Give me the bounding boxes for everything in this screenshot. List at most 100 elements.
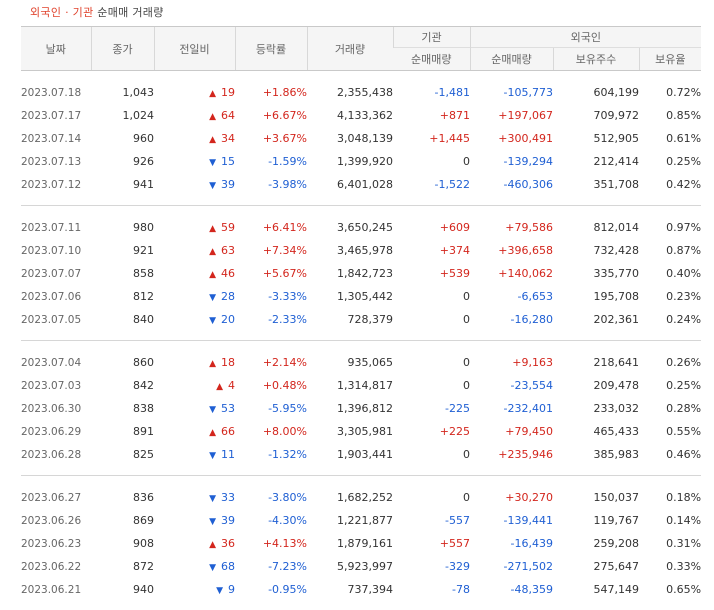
close-cell: 860 [91,351,154,374]
inst-net-cell: -557 [393,509,470,532]
group-spacer [21,476,701,486]
foreign-net-cell: -6,653 [470,285,553,308]
rate-cell: +4.13% [235,532,307,555]
close-cell: 940 [91,578,154,601]
ratio-cell: 0.25% [639,374,701,397]
change-value: 15 [221,155,235,168]
close-cell: 840 [91,308,154,331]
change-cell: ▲36 [154,532,235,555]
change-cell: ▲64 [154,104,235,127]
date-cell: 2023.07.17 [21,104,91,127]
holdings-cell: 202,361 [553,308,639,331]
close-cell: 872 [91,555,154,578]
change-value: 39 [221,514,235,527]
holdings-cell: 150,037 [553,486,639,509]
change-value: 11 [221,448,235,461]
down-arrow-icon: ▼ [209,158,216,168]
col-header-foreign-net: 순매매량 [470,48,553,71]
down-arrow-icon: ▼ [209,517,216,527]
foreign-net-cell: -16,439 [470,532,553,555]
date-cell: 2023.07.11 [21,216,91,239]
change-cell: ▲59 [154,216,235,239]
holdings-cell: 512,905 [553,127,639,150]
foreign-net-cell: +300,491 [470,127,553,150]
holdings-cell: 547,149 [553,578,639,601]
up-arrow-icon: ▲ [209,112,216,122]
date-cell: 2023.07.03 [21,374,91,397]
volume-cell: 3,465,978 [307,239,393,262]
date-cell: 2023.06.22 [21,555,91,578]
rate-cell: +6.67% [235,104,307,127]
change-value: 33 [221,491,235,504]
volume-cell: 728,379 [307,308,393,331]
volume-cell: 1,682,252 [307,486,393,509]
date-cell: 2023.07.07 [21,262,91,285]
up-arrow-icon: ▲ [209,224,216,234]
change-cell: ▼ 39 [154,509,235,532]
inst-net-cell: -225 [393,397,470,420]
down-arrow-icon: ▼ [209,563,216,573]
foreign-net-cell: +79,450 [470,420,553,443]
group-spacer [21,601,701,610]
rate-cell: +8.00% [235,420,307,443]
date-cell: 2023.06.30 [21,397,91,420]
date-cell: 2023.06.23 [21,532,91,555]
change-cell: ▼20 [154,308,235,331]
up-arrow-icon: ▲ [209,135,216,145]
ratio-cell: 0.85% [639,104,701,127]
foreign-net-cell: +140,062 [470,262,553,285]
inst-net-cell: 0 [393,351,470,374]
close-cell: 858 [91,262,154,285]
ratio-cell: 0.42% [639,173,701,196]
change-cell: ▼ 33 [154,486,235,509]
group-header-foreign: 외국인 [470,27,701,48]
date-cell: 2023.07.18 [21,81,91,104]
foreign-net-cell: -48,359 [470,578,553,601]
ratio-cell: 0.28% [639,397,701,420]
volume-cell: 6,401,028 [307,173,393,196]
date-cell: 2023.07.06 [21,285,91,308]
group-spacer [21,331,701,341]
rate-cell: -4.30% [235,509,307,532]
inst-net-cell: 0 [393,285,470,308]
holdings-cell: 119,767 [553,509,639,532]
foreign-net-cell: -271,502 [470,555,553,578]
holdings-cell: 212,414 [553,150,639,173]
group-spacer [21,341,701,351]
holdings-cell: 335,770 [553,262,639,285]
col-header-holdings: 보유주수 [553,48,639,71]
change-cell: ▲ 34 [154,127,235,150]
ratio-cell: 0.33% [639,555,701,578]
change-cell: ▲46 [154,262,235,285]
date-cell: 2023.07.12 [21,173,91,196]
date-cell: 2023.07.04 [21,351,91,374]
section-title: 외국인 · 기관 순매매 거래량 [30,4,164,22]
rate-cell: +1.86% [235,81,307,104]
foreign-net-cell: -139,294 [470,150,553,173]
inst-net-cell: +871 [393,104,470,127]
down-arrow-icon: ▼ [209,494,216,504]
date-cell: 2023.06.28 [21,443,91,466]
volume-cell: 1,396,812 [307,397,393,420]
ratio-cell: 0.65% [639,578,701,601]
down-arrow-icon: ▼ [209,293,216,303]
close-cell: 921 [91,239,154,262]
col-header-inst-net: 순매매량 [393,48,470,71]
rate-cell: -3.80% [235,486,307,509]
ratio-cell: 0.23% [639,285,701,308]
close-cell: 1,024 [91,104,154,127]
ratio-cell: 0.72% [639,81,701,104]
change-value: 34 [221,132,235,145]
close-cell: 812 [91,285,154,308]
close-cell: 842 [91,374,154,397]
up-arrow-icon: ▲ [209,428,216,438]
ratio-cell: 0.55% [639,420,701,443]
title-foreign: 외국인 [30,6,61,19]
